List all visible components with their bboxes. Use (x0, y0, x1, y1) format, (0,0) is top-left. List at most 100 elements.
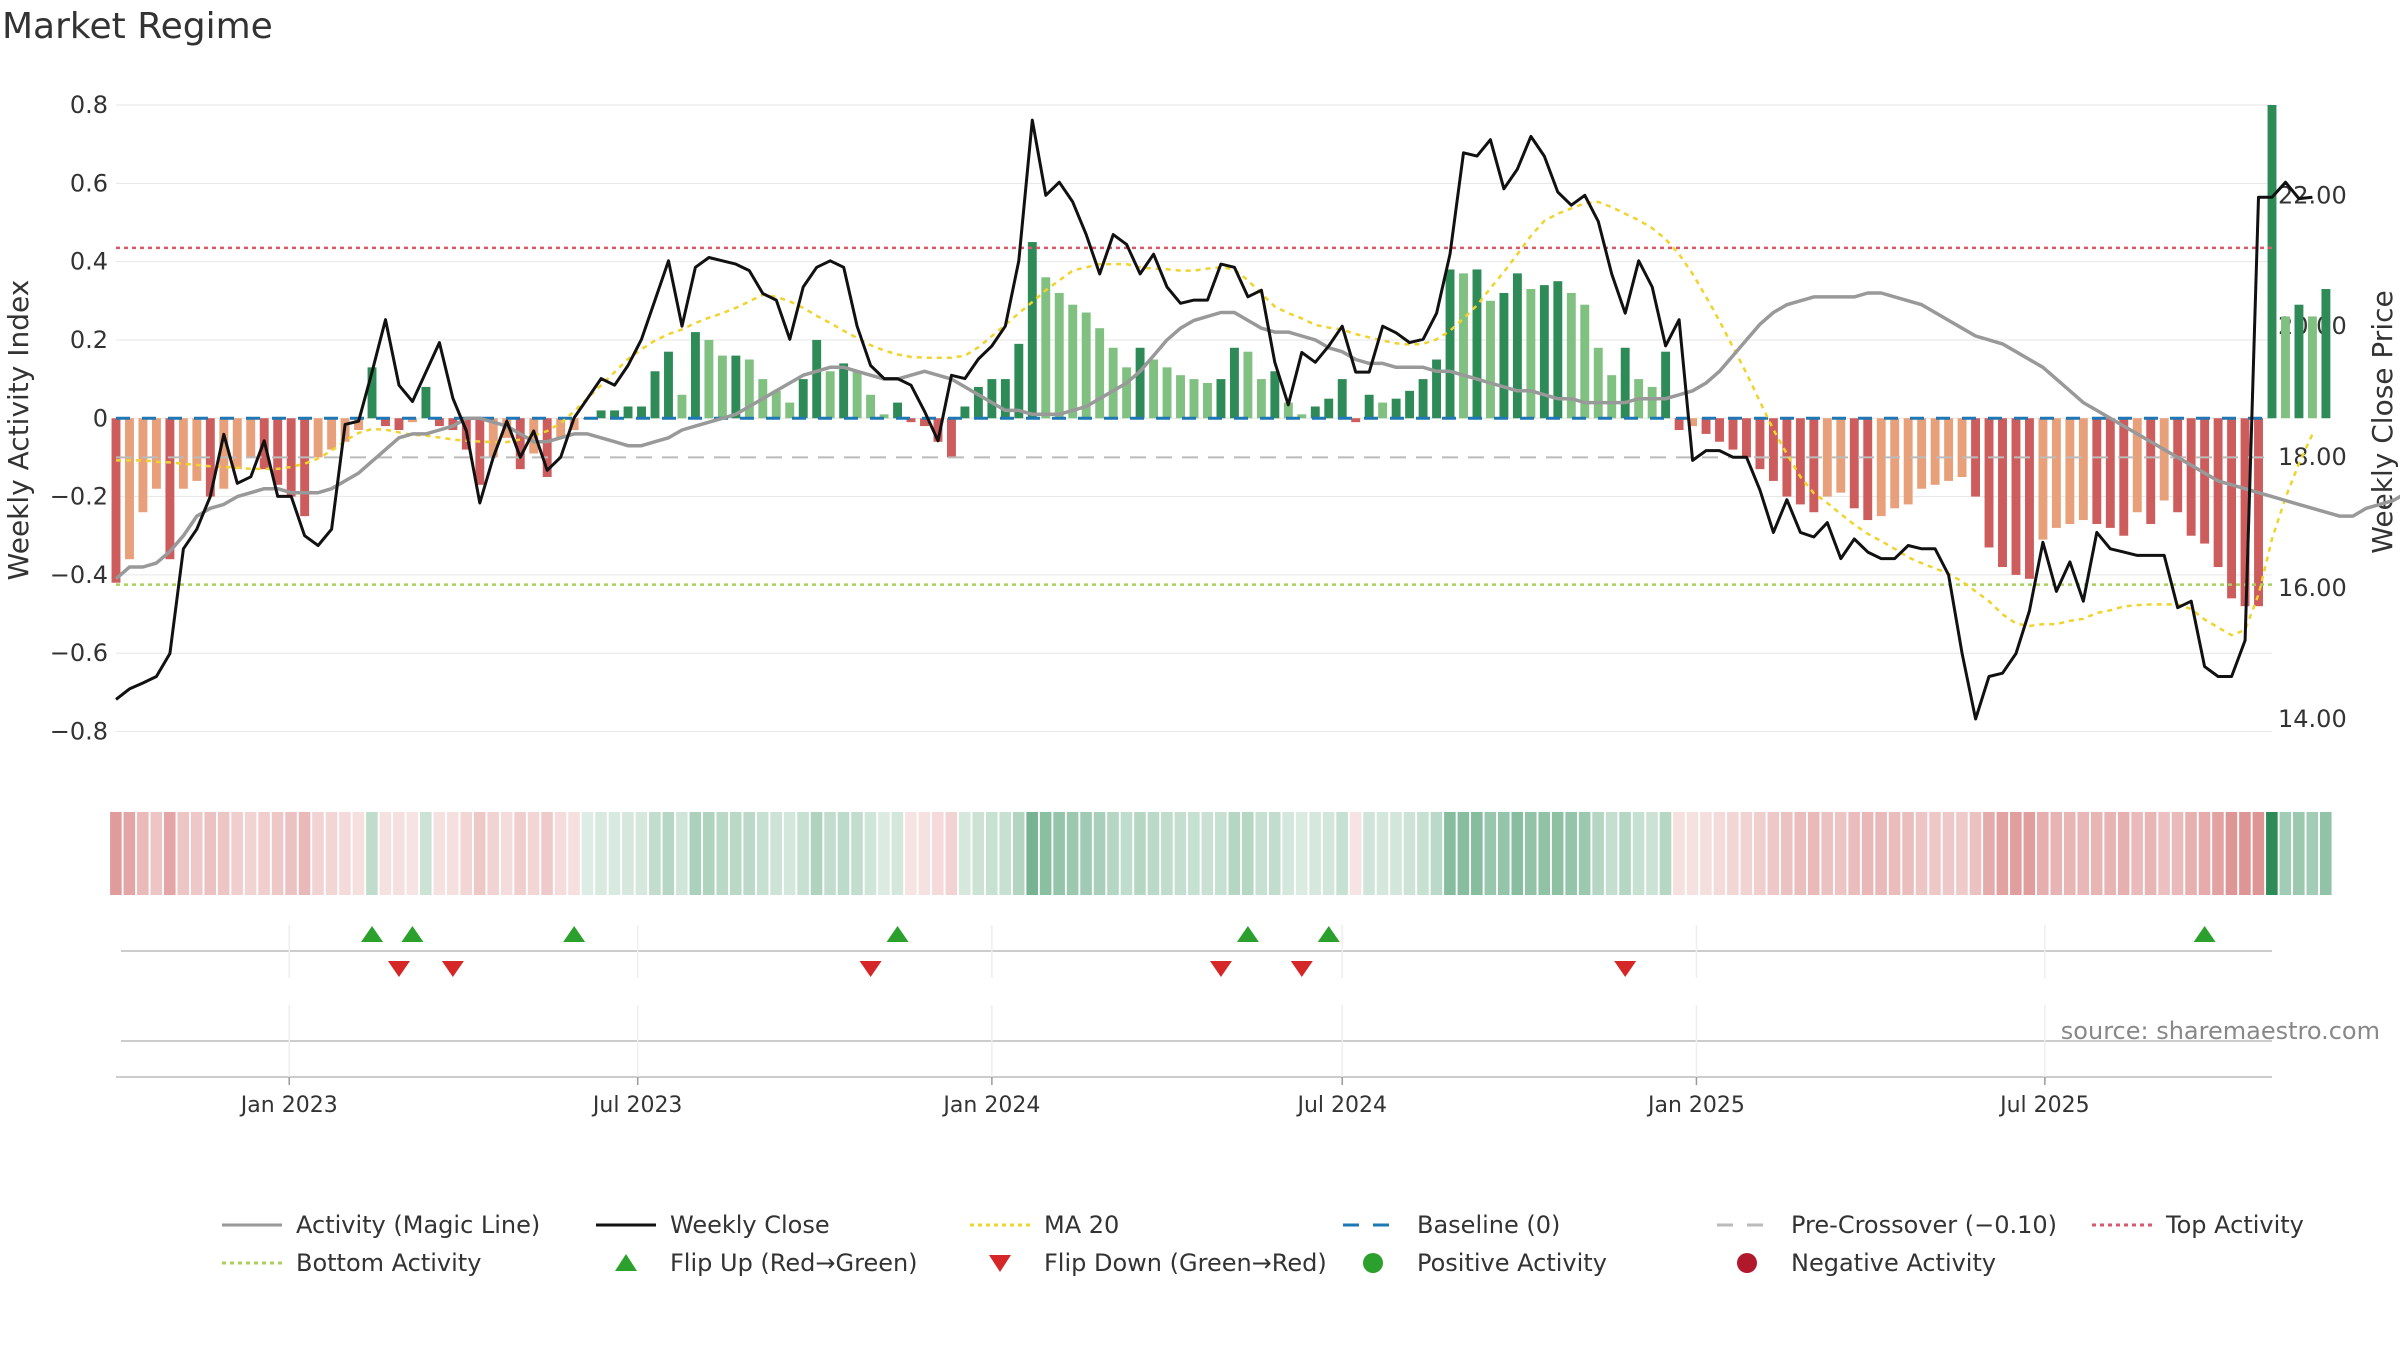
activity-bar (1701, 418, 1711, 434)
y-tick-label: 0 (93, 404, 108, 432)
x-tick-label: Jan 2025 (1646, 1093, 1745, 1118)
activity-bar (286, 418, 296, 497)
regime-band-cell (1565, 812, 1577, 895)
activity-bar (1445, 269, 1455, 419)
regime-band-cell (217, 812, 230, 895)
regime-band-cell (1471, 812, 1483, 895)
activity-bar (1122, 367, 1132, 419)
activity-bar (690, 332, 700, 419)
regime-band-cell (1646, 812, 1658, 895)
activity-bar (1108, 347, 1118, 419)
activity-bar (2227, 418, 2237, 599)
activity-bar (2132, 418, 2142, 513)
y-axis-title: Weekly Activity Index (2, 280, 35, 581)
activity-bar (367, 367, 377, 419)
y-tick-label: −0.4 (50, 561, 108, 589)
activity-bar (906, 418, 916, 423)
flip-down-marker (1209, 961, 1232, 977)
y-tick-label: 0.6 (70, 169, 108, 197)
activity-bar (475, 418, 485, 485)
regime-band-cell (2144, 812, 2157, 895)
regime-band-cell (244, 812, 257, 895)
regime-band-cell (2225, 812, 2238, 895)
x-tick-label: Jul 2024 (1295, 1093, 1387, 1118)
regime-band-cell (1430, 812, 1443, 895)
activity-bar (1688, 418, 1698, 427)
legend-label: Top Activity (2165, 1211, 2304, 1239)
regime-band-cell (595, 812, 607, 895)
regime-band-cell (473, 812, 486, 895)
activity-bar (744, 359, 754, 419)
regime-band-cell (1322, 812, 1335, 895)
regime-band-cell (581, 812, 594, 895)
regime-band-cell (1511, 812, 1524, 895)
activity-bar (825, 371, 835, 419)
regime-band-cell (716, 812, 729, 895)
activity-bar (812, 339, 822, 419)
regime-band-cell (1861, 812, 1874, 895)
regime-band-cell (1228, 812, 1241, 895)
activity-bar (1809, 418, 1819, 513)
activity-bar (1620, 347, 1630, 419)
regime-band-cell (298, 812, 311, 895)
regime-band-cell (339, 812, 351, 895)
activity-bar (246, 418, 256, 458)
activity-bar (556, 418, 566, 438)
regime-band-cell (1363, 812, 1375, 895)
regime-band-cell (1740, 812, 1753, 895)
regime-band-cell (2023, 812, 2036, 895)
flip-up-marker (1317, 926, 1340, 942)
activity-bar (785, 402, 795, 419)
regime-band-cell (2185, 812, 2197, 895)
regime-band-cell (2158, 812, 2170, 895)
regime-band-cell (891, 812, 904, 895)
regime-band-cell (649, 812, 661, 895)
activity-bar (2038, 418, 2048, 540)
regime-band-cell (1336, 812, 1348, 895)
activity-bar (1486, 300, 1495, 419)
activity-bar (408, 418, 417, 423)
regime-band-cell (1767, 812, 1780, 895)
activity-bar (1728, 418, 1738, 450)
y-tick-label: 0.2 (70, 326, 108, 354)
activity-bar (1162, 367, 1172, 419)
activity-bar (1647, 386, 1657, 419)
regime-band-cell (1147, 812, 1160, 895)
activity-bar (381, 418, 390, 427)
legend-label: MA 20 (1044, 1211, 1119, 1239)
legend-swatch (615, 1254, 637, 1271)
regime-band-cell (702, 812, 715, 895)
activity-bar (2105, 418, 2115, 528)
activity-bar (2186, 418, 2196, 536)
regime-band-cell (2010, 812, 2022, 895)
regime-band-cell (810, 812, 823, 895)
regime-band-cell (568, 812, 580, 895)
regime-band-cell (689, 812, 702, 895)
regime-band-cell (1834, 812, 1847, 895)
regime-band-cell (729, 812, 742, 895)
regime-band-cell (541, 812, 553, 895)
regime-band-cell (878, 812, 890, 895)
regime-band-cell (487, 812, 499, 895)
legend-swatch (1363, 1253, 1383, 1273)
activity-bar (650, 371, 660, 419)
regime-band-cell (1053, 812, 1065, 895)
flip-down-marker (1290, 961, 1313, 977)
activity-bar (933, 418, 943, 442)
y2-tick-label: 18.00 (2278, 443, 2347, 471)
regime-band-cell (1107, 812, 1119, 895)
legend-label: Positive Activity (1417, 1249, 1607, 1277)
regime-band-cell (622, 812, 634, 895)
activity-bar (1526, 289, 1536, 419)
activity-bar (2092, 418, 2102, 524)
activity-bar (1203, 383, 1212, 419)
activity-bar (2294, 304, 2304, 419)
regime-band-cell (1794, 812, 1807, 895)
activity-bar (1391, 398, 1401, 419)
regime-band-cell (190, 812, 203, 895)
regime-band-cell (1349, 812, 1362, 895)
activity-bar (1014, 343, 1024, 419)
activity-bar (1957, 418, 1967, 477)
regime-band-cell (1524, 812, 1537, 895)
activity-bar (1324, 398, 1334, 419)
